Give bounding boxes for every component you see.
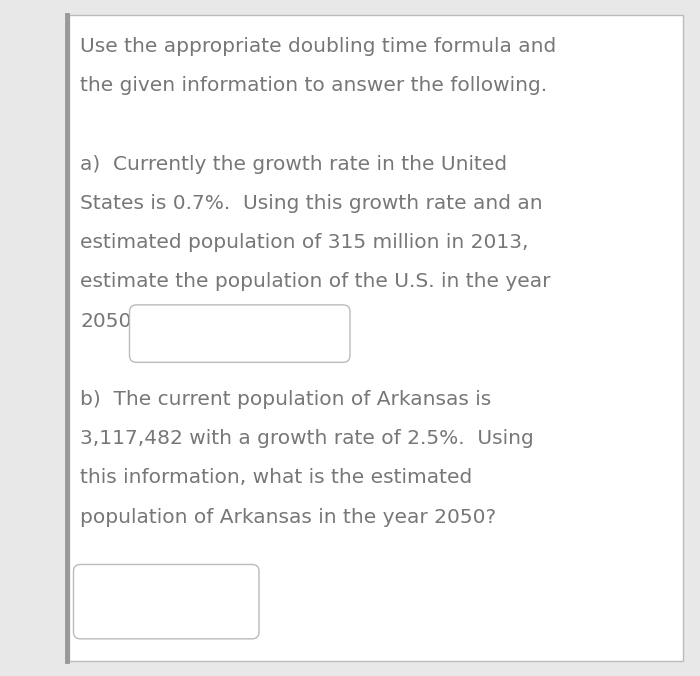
FancyBboxPatch shape xyxy=(69,15,682,661)
Text: estimate the population of the U.S. in the year: estimate the population of the U.S. in t… xyxy=(80,272,551,291)
Text: estimated population of 315 million in 2013,: estimated population of 315 million in 2… xyxy=(80,233,529,252)
Text: population of Arkansas in the year 2050?: population of Arkansas in the year 2050? xyxy=(80,508,496,527)
Text: Use the appropriate doubling time formula and: Use the appropriate doubling time formul… xyxy=(80,37,556,56)
FancyBboxPatch shape xyxy=(74,564,259,639)
Text: this information, what is the estimated: this information, what is the estimated xyxy=(80,468,473,487)
Text: States is 0.7%.  Using this growth rate and an: States is 0.7%. Using this growth rate a… xyxy=(80,194,543,213)
Text: 2050.: 2050. xyxy=(80,312,139,331)
FancyBboxPatch shape xyxy=(130,305,350,362)
Text: a)  Currently the growth rate in the United: a) Currently the growth rate in the Unit… xyxy=(80,155,508,174)
Text: 3,117,482 with a growth rate of 2.5%.  Using: 3,117,482 with a growth rate of 2.5%. Us… xyxy=(80,429,534,448)
Text: b)  The current population of Arkansas is: b) The current population of Arkansas is xyxy=(80,390,491,409)
Text: the given information to answer the following.: the given information to answer the foll… xyxy=(80,76,547,95)
